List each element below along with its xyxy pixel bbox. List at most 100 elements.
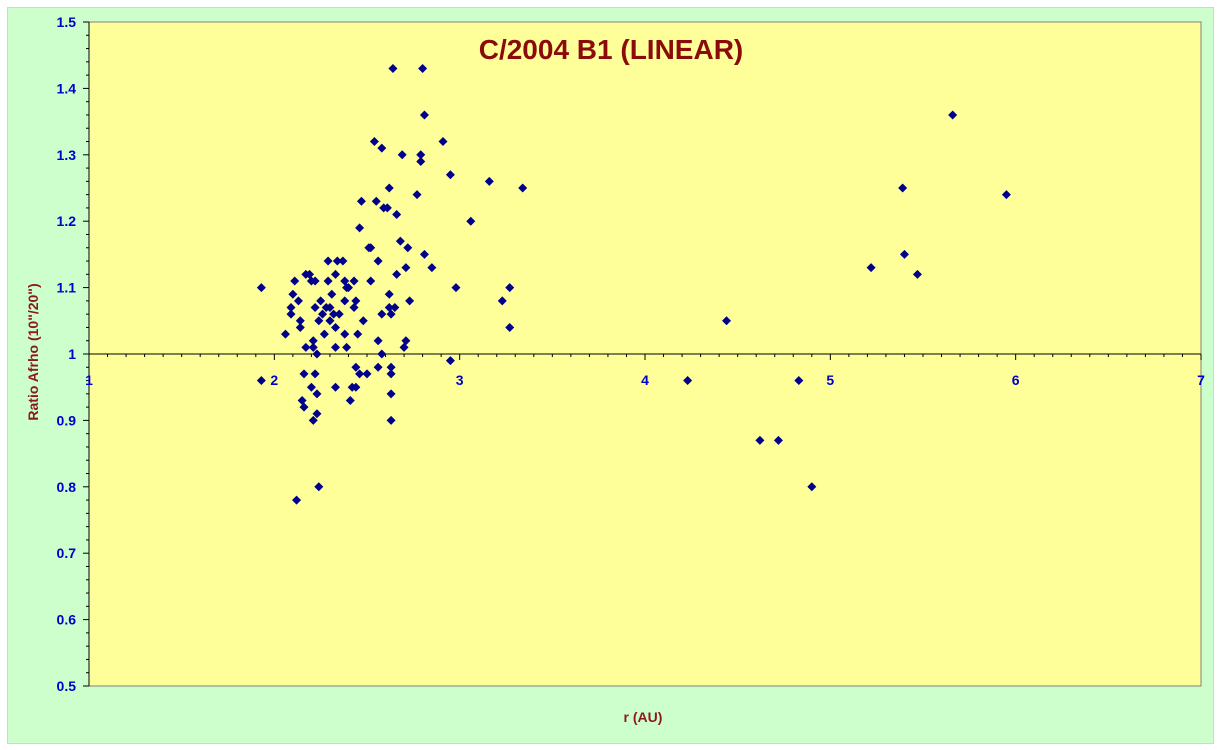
data-point-marker <box>342 342 352 352</box>
data-point-marker <box>355 369 365 379</box>
data-point-marker <box>306 382 316 392</box>
data-point-marker <box>899 249 909 259</box>
data-point-marker <box>256 283 266 293</box>
data-point-marker <box>392 210 402 220</box>
data-point-marker <box>382 203 392 213</box>
data-point-marker <box>330 269 340 279</box>
data-point-marker <box>419 249 429 259</box>
data-point-marker <box>466 216 476 226</box>
y-tick-label: 0.9 <box>57 412 77 428</box>
data-point-marker <box>401 336 411 346</box>
data-point-marker <box>722 316 732 326</box>
data-point-marker <box>295 316 305 326</box>
data-point-marker <box>366 243 376 253</box>
data-point-marker <box>384 289 394 299</box>
data-point-marker <box>794 376 804 386</box>
data-point-marker <box>286 303 296 313</box>
data-point-marker <box>358 316 368 326</box>
data-point-marker <box>505 283 515 293</box>
data-point-marker <box>340 296 350 306</box>
y-tick-labels: 0.5 0.6 0.7 0.8 0.9 1 1.1 1.2 1.3 1.4 1.5 <box>57 14 77 694</box>
data-point-marker <box>807 482 817 492</box>
data-point-marker <box>301 342 311 352</box>
data-point-marker <box>373 336 383 346</box>
data-point-marker <box>395 236 405 246</box>
data-point-marker <box>312 389 322 399</box>
data-point-marker <box>312 409 322 419</box>
data-point-marker <box>299 369 309 379</box>
data-point-marker <box>373 256 383 266</box>
data-point-marker <box>316 296 326 306</box>
y-tick-label: 1 <box>68 346 76 362</box>
data-point-marker <box>314 482 324 492</box>
data-point-marker <box>377 143 387 153</box>
x-tick-label: 4 <box>641 372 649 388</box>
x-tick-label: 6 <box>1012 372 1020 388</box>
data-point-marker <box>323 256 333 266</box>
data-point-marker <box>308 415 318 425</box>
x-tick-label: 5 <box>826 372 834 388</box>
data-point-marker <box>343 283 353 293</box>
x-axis-title: r (AU) <box>624 709 663 725</box>
data-point-marker <box>397 150 407 160</box>
data-point-marker <box>323 276 333 286</box>
data-point-marker <box>349 276 359 286</box>
data-point-marker <box>295 322 305 332</box>
data-point-marker <box>386 415 396 425</box>
data-point-marker <box>445 170 455 180</box>
data-point-marker <box>325 303 335 313</box>
data-point-marker <box>377 349 387 359</box>
data-point-marker <box>755 435 765 445</box>
data-point-marker <box>338 256 348 266</box>
data-point-marker <box>416 156 426 166</box>
data-point-marker <box>427 263 437 273</box>
y-tick-label: 0.8 <box>57 479 77 495</box>
data-point-marker <box>505 322 515 332</box>
data-point-marker <box>332 256 342 266</box>
data-point-marker <box>403 243 413 253</box>
data-point-marker <box>373 362 383 372</box>
data-point-marker <box>351 362 361 372</box>
data-point-marker <box>345 395 355 405</box>
data-point-marker <box>401 263 411 273</box>
y-tick-label: 1.3 <box>57 147 77 163</box>
data-point-marker <box>351 296 361 306</box>
data-point-marker <box>351 382 361 392</box>
data-point-marker <box>330 382 340 392</box>
data-point-marker <box>292 495 302 505</box>
chart-title: C/2004 B1 (LINEAR) <box>479 34 744 65</box>
data-point-marker <box>412 190 422 200</box>
data-point-marker <box>355 223 365 233</box>
x-tick-label: 2 <box>270 372 278 388</box>
data-point-marker <box>386 369 396 379</box>
data-point-marker <box>384 303 394 313</box>
data-point-marker <box>384 183 394 193</box>
data-point-marker <box>288 289 298 299</box>
data-point-marker <box>518 183 528 193</box>
data-point-marker <box>390 303 400 313</box>
data-point-marker <box>334 309 344 319</box>
data-point-marker <box>377 309 387 319</box>
y-minor-ticks <box>83 21 89 687</box>
y-tick-label: 0.7 <box>57 545 77 561</box>
data-point-marker <box>451 283 461 293</box>
data-point-marker <box>325 316 335 326</box>
data-point-marker <box>405 296 415 306</box>
y-tick-label: 1.5 <box>57 14 77 30</box>
data-point-marker <box>340 276 350 286</box>
data-point-marker <box>308 342 318 352</box>
data-point-marker <box>310 369 320 379</box>
data-point-marker <box>948 110 958 120</box>
data-point-marker <box>308 336 318 346</box>
data-point-marker <box>312 349 322 359</box>
y-axis-title: Ratio Afrho (10"/20") <box>25 283 41 420</box>
data-point-marker <box>299 402 309 412</box>
data-point-marker <box>438 137 448 147</box>
data-point-marker <box>912 269 922 279</box>
x-tick-label: 3 <box>456 372 464 388</box>
data-point-marker <box>386 389 396 399</box>
data-point-marker <box>497 296 507 306</box>
data-point-marker <box>484 176 494 186</box>
data-point-marker <box>310 303 320 313</box>
